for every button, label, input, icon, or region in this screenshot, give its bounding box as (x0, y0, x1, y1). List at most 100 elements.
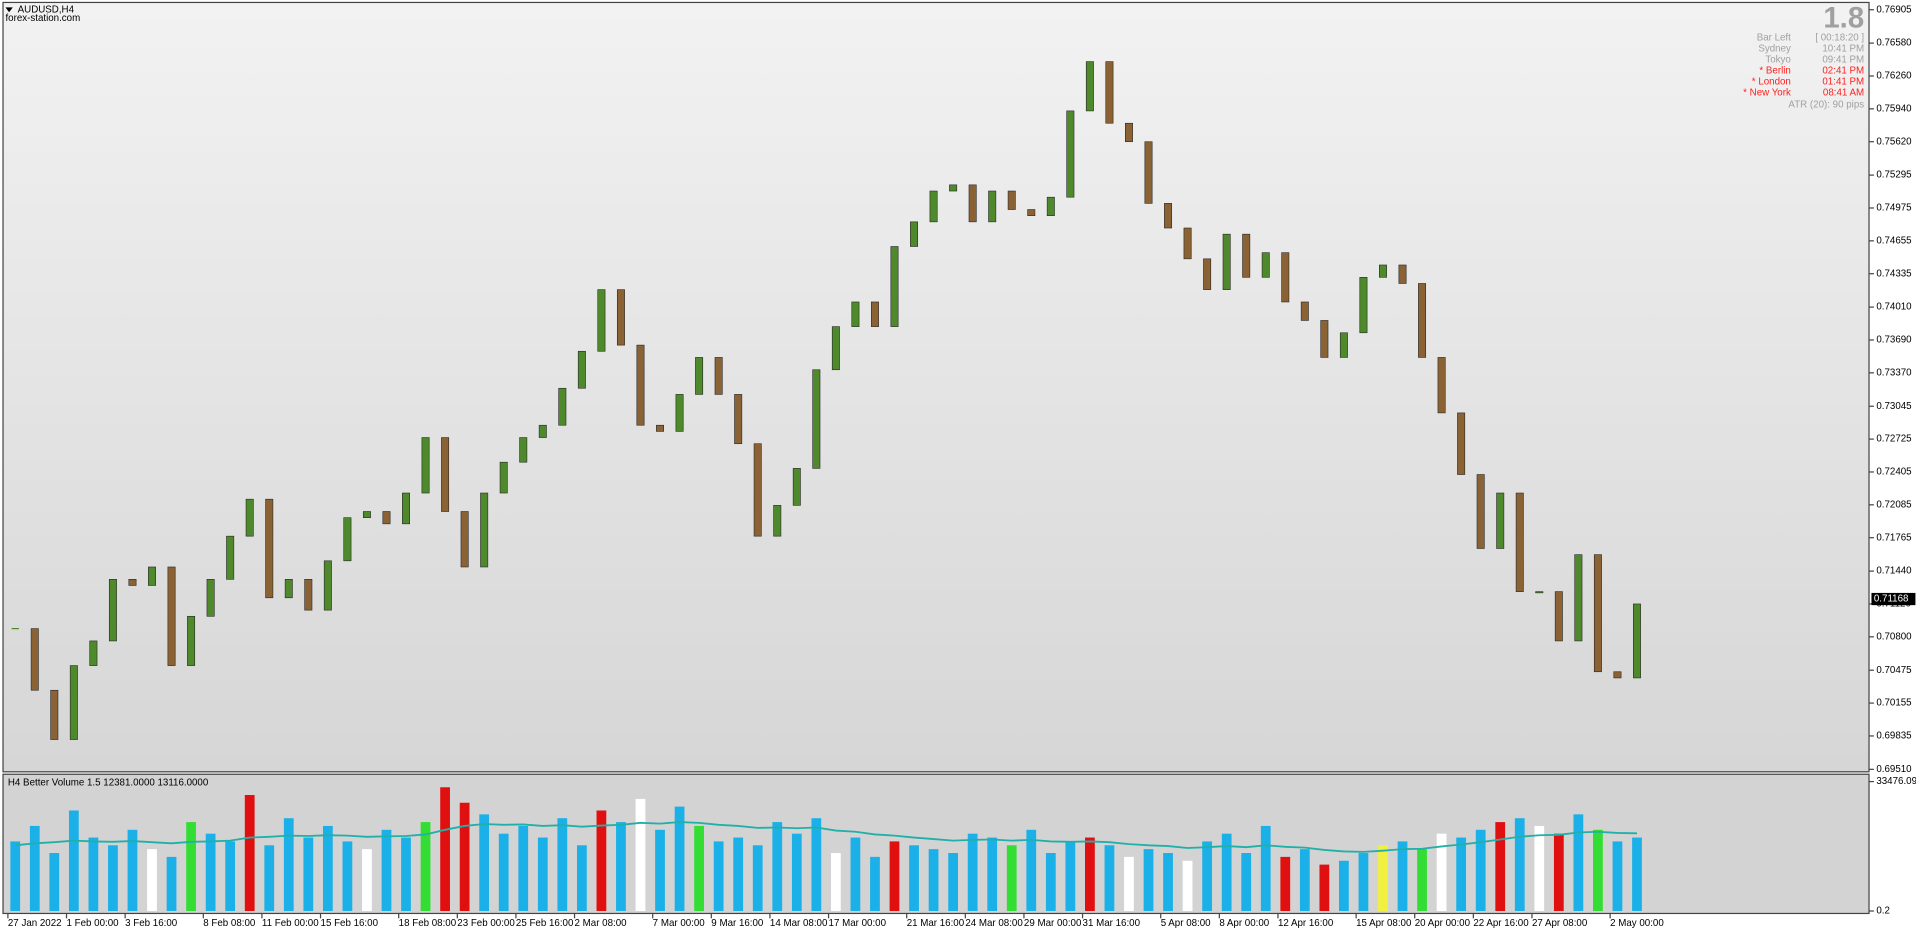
info-label: * New York (1743, 87, 1791, 98)
y-tick-label: 0.76905 (1876, 4, 1912, 15)
candle (1613, 671, 1622, 679)
volume-bar (264, 845, 275, 912)
candle (1300, 301, 1309, 321)
volume-bar (68, 810, 79, 912)
volume-bar (303, 837, 314, 912)
volume-bar (850, 837, 861, 912)
candle (1320, 320, 1329, 358)
candle (1203, 258, 1212, 290)
volume-bar (1378, 845, 1388, 912)
volume-bar (518, 825, 529, 912)
info-label: Sydney (1758, 43, 1791, 54)
candle (890, 246, 899, 327)
volume-bar (1632, 837, 1642, 912)
candle (734, 394, 743, 445)
x-tick-label: 18 Feb 08:00 (399, 918, 457, 929)
volume-bar (1475, 829, 1486, 912)
volume-bar (967, 833, 978, 912)
volume-bar (1436, 833, 1447, 912)
moving-average (15, 821, 1638, 853)
x-tick-label: 20 Apr 00:00 (1415, 918, 1471, 929)
volume-bar (401, 837, 411, 912)
candle (304, 579, 313, 611)
candle (1007, 190, 1016, 210)
candle (1457, 412, 1466, 475)
volume-bar (733, 837, 744, 912)
x-tick-label: 27 Apr 08:00 (1532, 918, 1588, 929)
volume-bar (1299, 849, 1310, 912)
volume-bar (459, 802, 470, 912)
volume-bar (29, 825, 40, 912)
candle (226, 535, 235, 580)
candle (773, 505, 782, 537)
candle (1281, 252, 1290, 303)
x-tick-label: 31 Mar 16:00 (1083, 918, 1141, 929)
candle (851, 301, 860, 327)
volume-bar (870, 856, 880, 912)
x-tick-label: 1 Feb 00:00 (67, 918, 120, 929)
candle (1085, 61, 1094, 112)
x-tick-label: 8 Feb 08:00 (203, 918, 256, 929)
y-tick-label: 33476.09 (1876, 776, 1916, 787)
candle (1496, 492, 1505, 549)
x-tick-label: 5 Apr 08:00 (1161, 918, 1211, 929)
volume-bar (1495, 822, 1506, 912)
candle (577, 350, 586, 389)
volume-bar (694, 825, 704, 912)
volume-bar (1260, 825, 1271, 912)
volume-bar (909, 845, 919, 912)
info-value: 09:41 PM (1822, 54, 1864, 65)
y-tick-label: 0.73370 (1876, 367, 1912, 378)
volume-bar (928, 849, 939, 912)
volume-bar (1124, 856, 1134, 912)
volume-bar (225, 841, 236, 912)
y-tick-label: 0.71440 (1876, 566, 1912, 577)
volume-bar (576, 845, 587, 912)
candle (362, 511, 371, 518)
candle (1222, 233, 1231, 290)
volume-bar (655, 829, 665, 912)
volume-bar (674, 806, 685, 912)
current-price: 0.71168 (1874, 594, 1909, 605)
volume-bar (1026, 829, 1037, 912)
volume-bar (342, 841, 353, 912)
volume-bar (752, 845, 763, 912)
symbol: AUDUSD,H4 (18, 4, 75, 15)
volume-bar (1417, 849, 1427, 912)
candle (949, 184, 958, 192)
volume-bar (420, 822, 431, 912)
candle (753, 443, 762, 537)
volume-bar (127, 829, 138, 912)
x-tick-label: 12 Apr 16:00 (1278, 918, 1334, 929)
x-tick-label: 24 Mar 08:00 (965, 918, 1023, 929)
candle (695, 357, 704, 395)
y-tick-label: 0.74975 (1876, 203, 1912, 214)
candle (460, 511, 469, 568)
current-price-box (1871, 592, 1916, 606)
candle (1046, 196, 1055, 216)
y-tick-label: 0.73690 (1876, 335, 1912, 346)
x-tick-label: 8 Apr 00:00 (1219, 918, 1269, 929)
volume-bar (283, 818, 294, 912)
candle (1105, 61, 1114, 124)
volume-bar (1573, 814, 1584, 912)
volume-bar (362, 849, 372, 912)
volume-bar (635, 798, 646, 912)
candle (831, 326, 840, 371)
volume-bar (440, 787, 450, 912)
candle (929, 190, 938, 223)
x-tick-label: 17 Mar 00:00 (829, 918, 887, 929)
info-label: * Berlin (1759, 65, 1790, 76)
info-value: 10:41 PM (1822, 43, 1864, 54)
y-tick-label: 0.74010 (1876, 302, 1912, 313)
candle (1515, 492, 1524, 592)
candle (11, 628, 19, 630)
volume-bar (479, 814, 490, 912)
volume-bar (1202, 841, 1213, 912)
x-tick-label: 11 Feb 00:00 (262, 918, 319, 929)
volume-bar (537, 837, 548, 912)
y-tick-label: 0.74655 (1876, 235, 1912, 246)
x-tick-label: 3 Feb 16:00 (125, 918, 178, 929)
volume-bar (147, 849, 157, 912)
x-tick-label: 9 Mar 16:00 (711, 918, 764, 929)
